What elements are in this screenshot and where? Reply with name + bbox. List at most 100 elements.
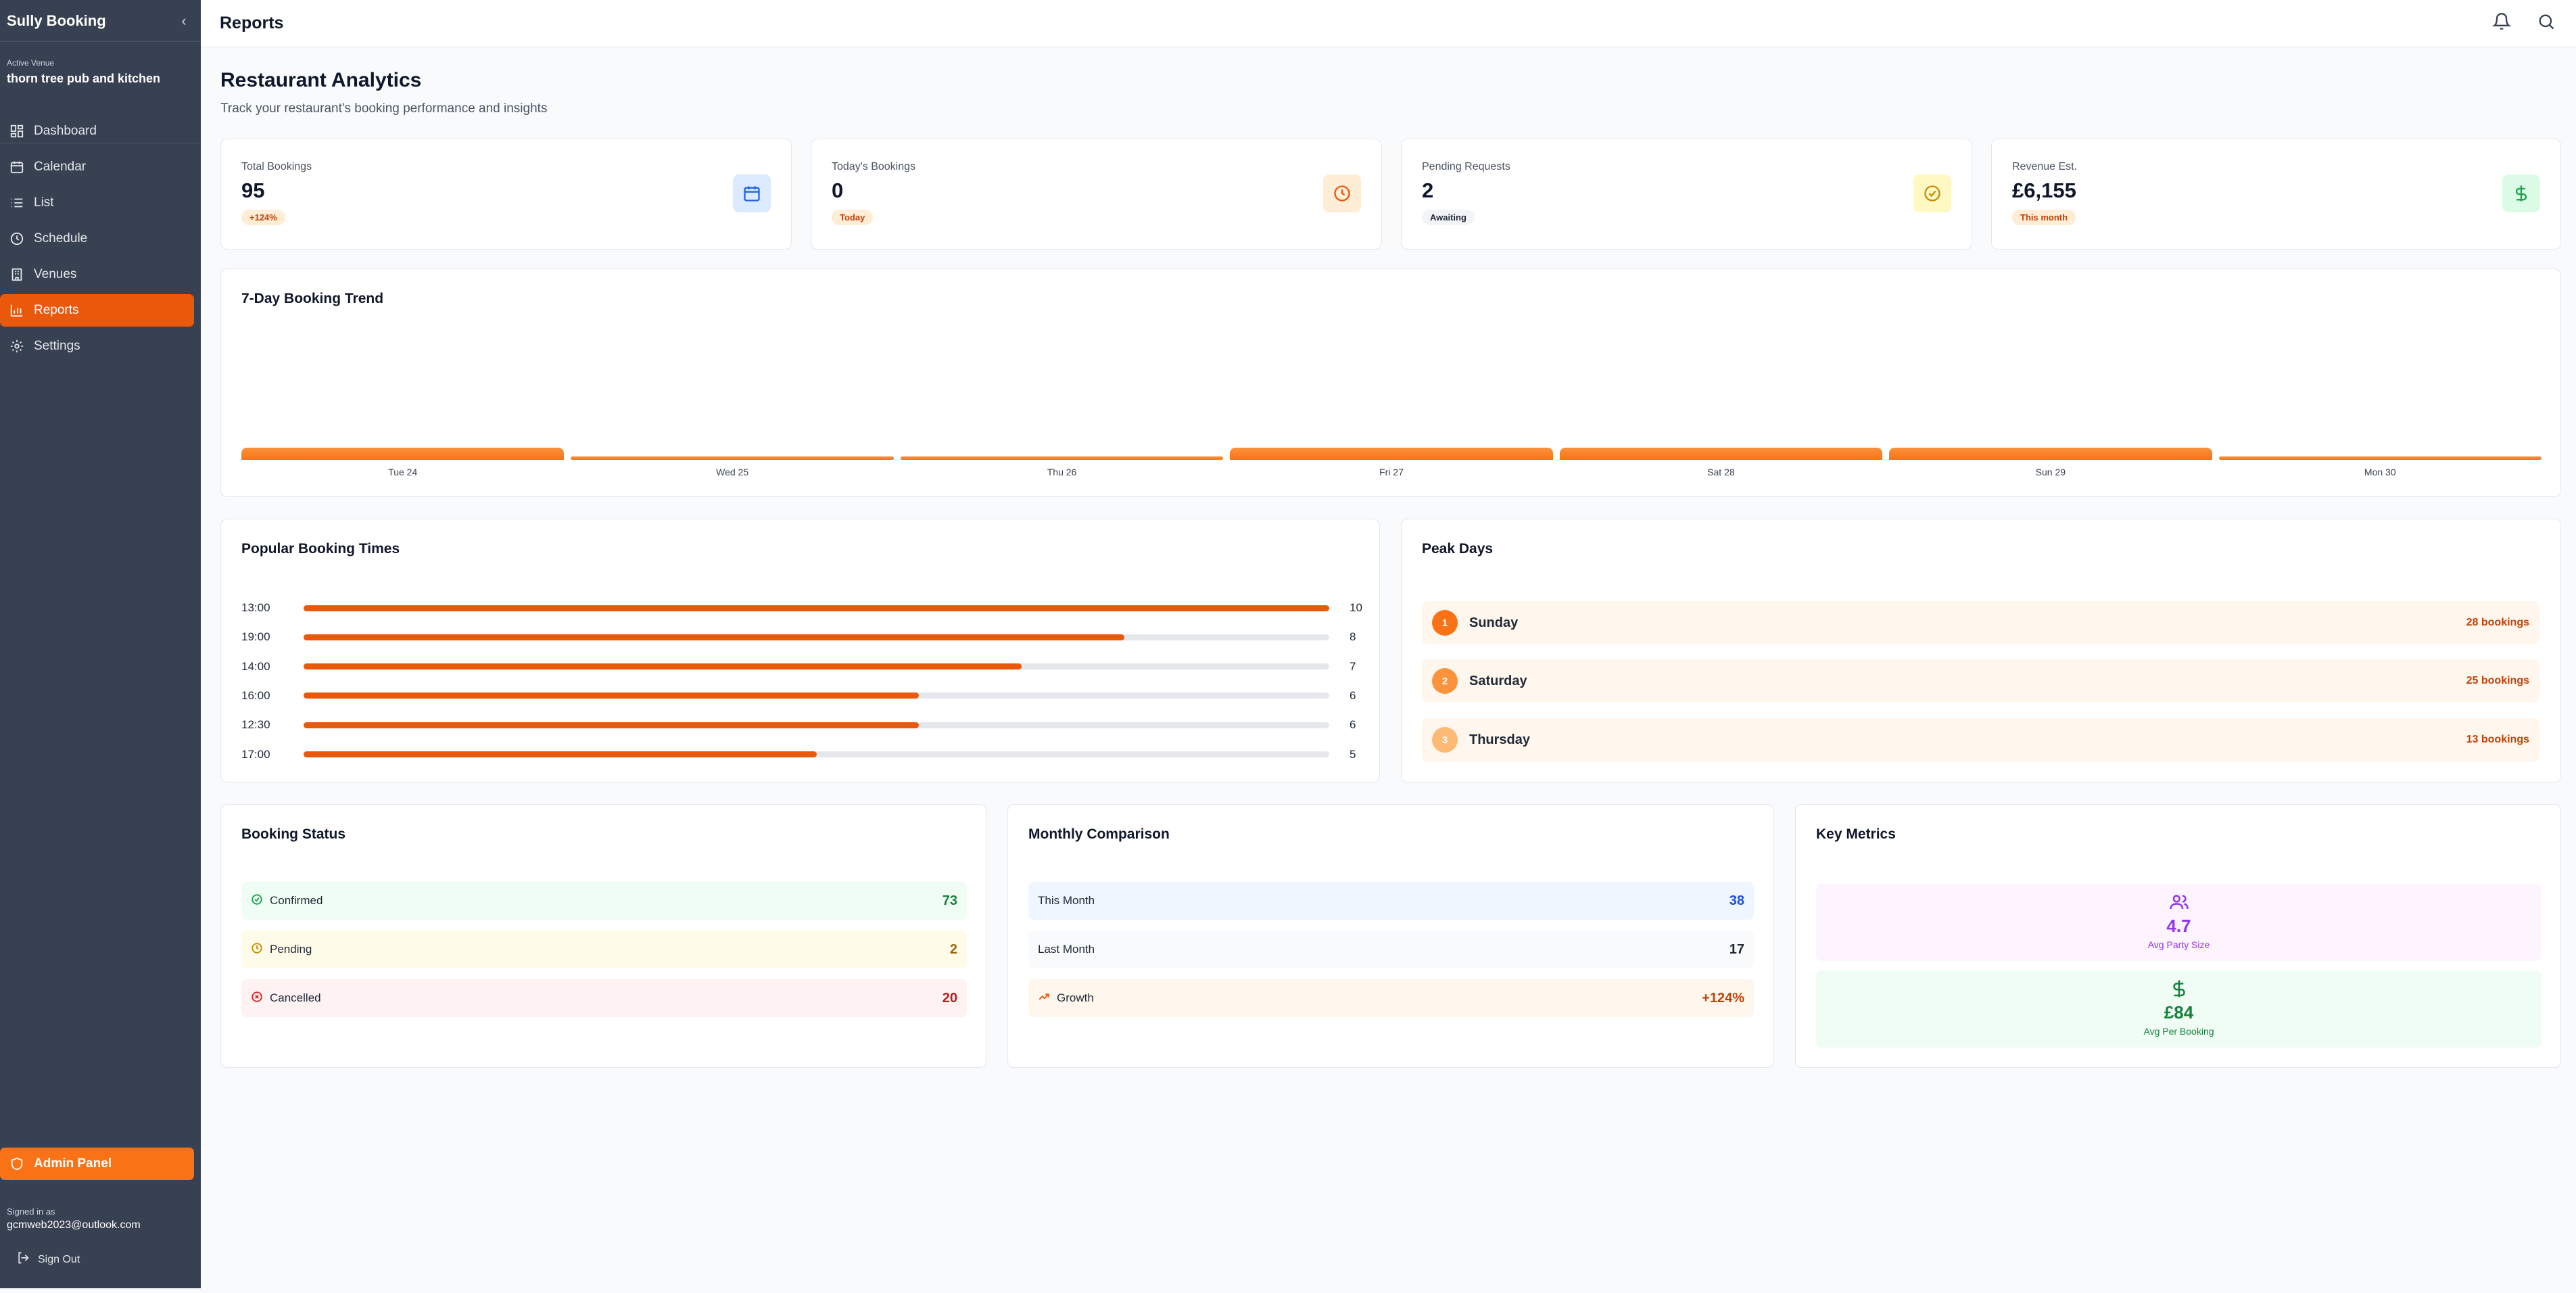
- booking-time-track: [304, 663, 1329, 670]
- peak-day-count: 13 bookings: [2466, 734, 2529, 745]
- sidebar-item-settings[interactable]: Settings: [0, 330, 194, 362]
- sidebar-item-dashboard[interactable]: Dashboard: [0, 115, 194, 147]
- admin-panel-button[interactable]: Admin Panel: [0, 1148, 194, 1180]
- stat-value: 0: [832, 179, 844, 202]
- dollar-icon: [1816, 979, 2542, 1002]
- metric-label: Avg Party Size: [2147, 939, 2210, 950]
- monthly-comparison-card: Monthly Comparison This Month 38 Last Mo…: [1007, 804, 1774, 1068]
- metric-value: £84: [2164, 1002, 2194, 1022]
- sidebar-item-reports[interactable]: Reports: [0, 294, 194, 327]
- stat-badge: Awaiting: [1422, 210, 1475, 225]
- clock-icon: [251, 942, 263, 958]
- stat-value: 95: [241, 179, 265, 202]
- monthly-value: 38: [1729, 893, 1744, 908]
- monthly-row-this-month: This Month 38: [1028, 882, 1754, 920]
- topbar: Reports: [201, 0, 2576, 47]
- trend-day-label: Mon 30: [2364, 467, 2396, 477]
- stat-card-todays-bookings: Today's Bookings 0 Today: [811, 139, 1382, 250]
- sidebar-item-label: Reports: [34, 303, 79, 317]
- peak-day-row: 1 Sunday 28 bookings: [1422, 601, 2539, 644]
- sidebar-item-list[interactable]: List: [0, 187, 194, 219]
- trend-day-label: Sat 28: [1707, 467, 1735, 477]
- monthly-value: +124%: [1702, 990, 1744, 1006]
- sidebar-item-label: Dashboard: [34, 124, 97, 138]
- signed-in-info: Signed in as gcmweb2023@outlook.com: [7, 1206, 141, 1231]
- sidebar-item-label: Settings: [34, 339, 80, 353]
- sidebar-item-schedule[interactable]: Schedule: [0, 222, 194, 255]
- peak-days-card: Peak Days 1 Sunday 28 bookings 2 Saturda…: [1401, 519, 2561, 782]
- status-value: 20: [942, 990, 957, 1006]
- peak-rank-badge: 2: [1432, 668, 1458, 694]
- stat-label: Total Bookings: [241, 161, 312, 172]
- monthly-label: Growth: [1057, 991, 1094, 1004]
- booking-time-label: 19:00: [241, 630, 270, 644]
- sidebar-item-venues[interactable]: Venues: [0, 258, 194, 291]
- signed-in-email: gcmweb2023@outlook.com: [7, 1219, 141, 1231]
- trend-day-label: Wed 25: [716, 467, 749, 477]
- trend-day-label: Thu 26: [1047, 467, 1077, 477]
- key-metrics-title: Key Metrics: [1816, 826, 1896, 842]
- stat-badge: +124%: [241, 210, 285, 225]
- stat-card-total-bookings: Total Bookings 95 +124%: [220, 139, 792, 250]
- popular-times-title: Popular Booking Times: [241, 541, 400, 557]
- bell-icon[interactable]: [2492, 12, 2512, 32]
- booking-time-row: 19:00 8: [241, 628, 1368, 646]
- metric-value: 4.7: [2166, 916, 2191, 936]
- stat-card-pending-requests: Pending Requests 2 Awaiting: [1401, 139, 1972, 250]
- booking-time-count: 6: [1350, 688, 1356, 702]
- sidebar-item-calendar[interactable]: Calendar: [0, 151, 194, 183]
- clock-icon: [9, 231, 24, 246]
- peak-day-count: 28 bookings: [2466, 617, 2529, 628]
- peak-day-name: Sunday: [1469, 615, 1519, 630]
- peak-day-name: Thursday: [1469, 732, 1531, 747]
- bar-chart-icon: [9, 303, 24, 318]
- analytics-title: Restaurant Analytics: [220, 69, 422, 91]
- stat-label: Today's Bookings: [832, 161, 916, 172]
- booking-time-row: 14:00 7: [241, 657, 1368, 676]
- monthly-comparison-title: Monthly Comparison: [1028, 826, 1170, 842]
- check-circle-icon: [251, 893, 263, 909]
- status-value: 73: [942, 893, 957, 908]
- peak-day-name: Saturday: [1469, 673, 1527, 688]
- calendar-icon: [9, 160, 24, 174]
- booking-time-track: [304, 605, 1329, 611]
- stat-badge: This month: [2012, 210, 2076, 225]
- popular-times-card: Popular Booking Times 13:00 10 19:00 8 14:00…: [220, 519, 1380, 782]
- status-value: 2: [949, 941, 957, 957]
- peak-day-row: 2 Saturday 25 bookings: [1422, 659, 2539, 703]
- booking-time-label: 16:00: [241, 688, 270, 702]
- trend-bar: [2218, 456, 2542, 460]
- status-row-cancelled: Cancelled 20: [241, 979, 967, 1017]
- peak-rank-badge: 1: [1432, 610, 1458, 636]
- booking-time-label: 14:00: [241, 659, 270, 673]
- active-venue[interactable]: Active Venue thorn tree pub and kitchen: [0, 42, 201, 143]
- trending-up-icon: [1038, 991, 1050, 1006]
- chevron-left-icon[interactable]: ‹: [181, 11, 187, 29]
- status-row-confirmed: Confirmed 73: [241, 882, 967, 920]
- status-row-pending: Pending 2: [241, 931, 967, 968]
- peak-day-count: 25 bookings: [2466, 675, 2529, 686]
- trend-day-label: Sun 29: [2035, 467, 2066, 477]
- search-icon[interactable]: [2537, 12, 2557, 32]
- booking-time-count: 5: [1350, 747, 1356, 761]
- status-label: Cancelled: [270, 991, 321, 1004]
- shield-icon: [9, 1156, 24, 1171]
- status-label: Confirmed: [270, 894, 323, 907]
- building-icon: [9, 267, 24, 282]
- clock-icon: [1323, 174, 1361, 212]
- booking-time-row: 12:30 6: [241, 715, 1368, 734]
- booking-time-row: 16:00 6: [241, 686, 1368, 705]
- dashboard-icon: [9, 124, 24, 139]
- stat-card-revenue: Revenue Est. £6,155 This month: [1991, 139, 2561, 250]
- active-venue-name: thorn tree pub and kitchen: [7, 72, 161, 85]
- gear-icon: [9, 339, 24, 354]
- signed-in-label: Signed in as: [7, 1206, 55, 1217]
- sign-out-button[interactable]: Sign Out: [16, 1251, 80, 1268]
- peak-days-title: Peak Days: [1422, 541, 1494, 557]
- booking-time-bar: [304, 663, 1022, 670]
- trend-bar: [1559, 448, 1883, 460]
- brand-name: Sully Booking: [7, 11, 106, 29]
- booking-time-bar: [304, 634, 1124, 640]
- booking-time-row: 13:00 10: [241, 598, 1368, 617]
- dollar-icon: [2502, 174, 2540, 212]
